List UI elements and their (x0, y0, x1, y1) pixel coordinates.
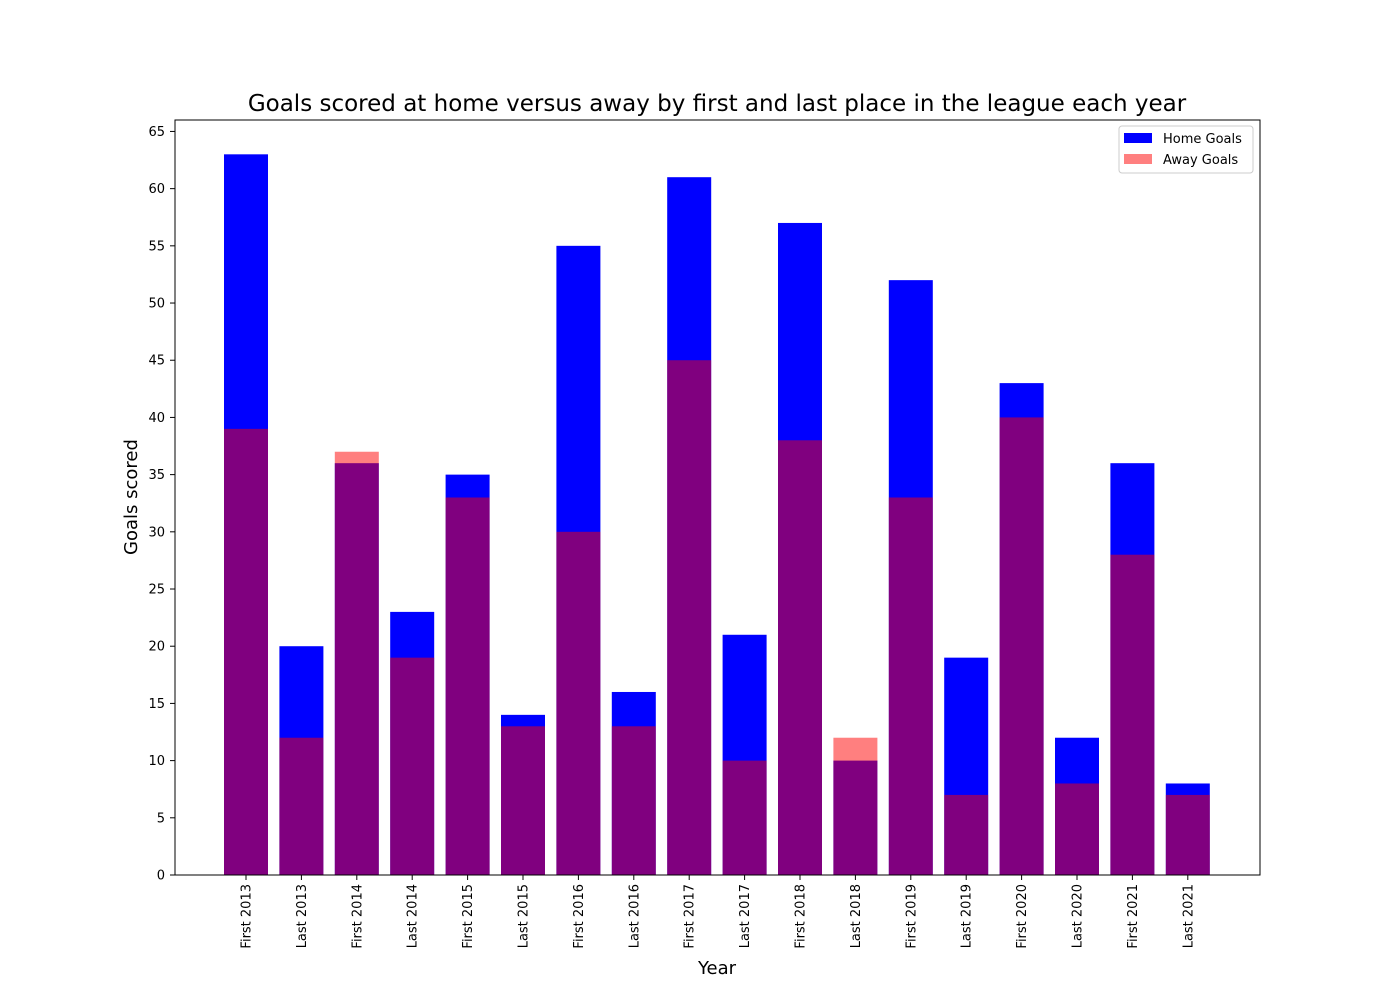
away-goals-bar-first-2017 (667, 360, 712, 876)
away-goals-bar-first-2016 (556, 531, 601, 875)
away-goals-bar-last-2017 (722, 760, 767, 875)
y-tick-label: 60 (148, 182, 165, 197)
x-tick-label: Last 2015 (517, 884, 532, 948)
away-goals-bar-first-2018 (778, 440, 822, 875)
x-tick-label: Last 2013 (295, 884, 310, 948)
y-tick-label: 25 (148, 583, 165, 598)
legend: Home Goals Away Goals (1118, 125, 1254, 174)
y-axis-label: Goals scored (121, 439, 142, 555)
x-tick-label: First 2020 (1015, 884, 1030, 949)
away-goals-bar-first-2015 (445, 497, 490, 875)
y-axis: 0 5 10 15 20 25 30 35 40 45 50 55 60 65 (148, 125, 175, 884)
x-tick-label: First 2015 (461, 884, 476, 949)
x-tick-label: First 2014 (350, 884, 365, 949)
y-tick-label: 30 (148, 525, 165, 540)
x-tick-label: First 2018 (794, 884, 809, 949)
away-goals-bar-last-2019 (944, 794, 989, 875)
legend-swatch-home (1124, 133, 1152, 143)
x-tick-label: First 2013 (240, 884, 255, 949)
away-goals-bar-last-2015 (501, 726, 545, 875)
away-goals-bar-last-2013 (279, 737, 324, 875)
x-tick-label: First 2021 (1126, 884, 1141, 949)
x-tick-label: Last 2019 (960, 884, 975, 948)
away-goals-bar-last-2016 (611, 726, 656, 875)
y-tick-label: 35 (148, 468, 165, 483)
away-goals-bar-first-2013 (224, 428, 268, 875)
y-tick-label: 10 (148, 754, 165, 769)
x-tick-label: First 2017 (683, 884, 698, 949)
x-tick-label: Last 2016 (627, 884, 642, 948)
y-tick-label: 5 (157, 811, 165, 826)
away-goals-bar-first-2019 (888, 497, 933, 875)
x-tick-label: Last 2020 (1071, 884, 1086, 948)
y-tick-label: 45 (148, 354, 165, 369)
legend-label-away: Away Goals (1163, 153, 1238, 168)
away-goals-bars (224, 360, 1210, 876)
x-tick-label: First 2016 (572, 884, 587, 949)
y-tick-label: 55 (148, 239, 165, 254)
x-tick-label: First 2019 (904, 884, 919, 949)
away-goals-bar-first-2021 (1110, 554, 1155, 875)
x-tick-label: Last 2018 (849, 884, 864, 948)
away-goals-bar-last-2014 (390, 657, 435, 875)
y-tick-label: 0 (157, 869, 165, 884)
legend-swatch-away (1124, 154, 1152, 164)
away-goals-bar-last-2021 (1165, 794, 1210, 875)
y-tick-label: 20 (148, 640, 165, 655)
away-goals-bar-first-2014 (334, 451, 379, 875)
x-tick-label: Last 2014 (406, 884, 421, 948)
y-tick-label: 50 (148, 297, 165, 312)
chart-title: Goals scored at home versus away by firs… (248, 91, 1187, 117)
y-tick-label: 65 (148, 125, 165, 140)
x-axis-label: Year (697, 958, 737, 979)
x-tick-label: Last 2021 (1181, 884, 1196, 948)
plot-frame (174, 119, 1261, 876)
x-tick-label: Last 2017 (738, 884, 753, 948)
x-axis: First 2013 Last 2013 First 2014 Last 2014 Fi… (240, 875, 1196, 949)
y-tick-label: 40 (148, 411, 165, 426)
y-tick-label: 15 (148, 697, 165, 712)
legend-label-home: Home Goals (1163, 132, 1242, 147)
away-goals-bar-first-2020 (999, 417, 1044, 875)
legend-frame (1118, 125, 1254, 174)
away-goals-bar-last-2018 (833, 737, 878, 875)
away-goals-bar-last-2020 (1055, 783, 1099, 875)
